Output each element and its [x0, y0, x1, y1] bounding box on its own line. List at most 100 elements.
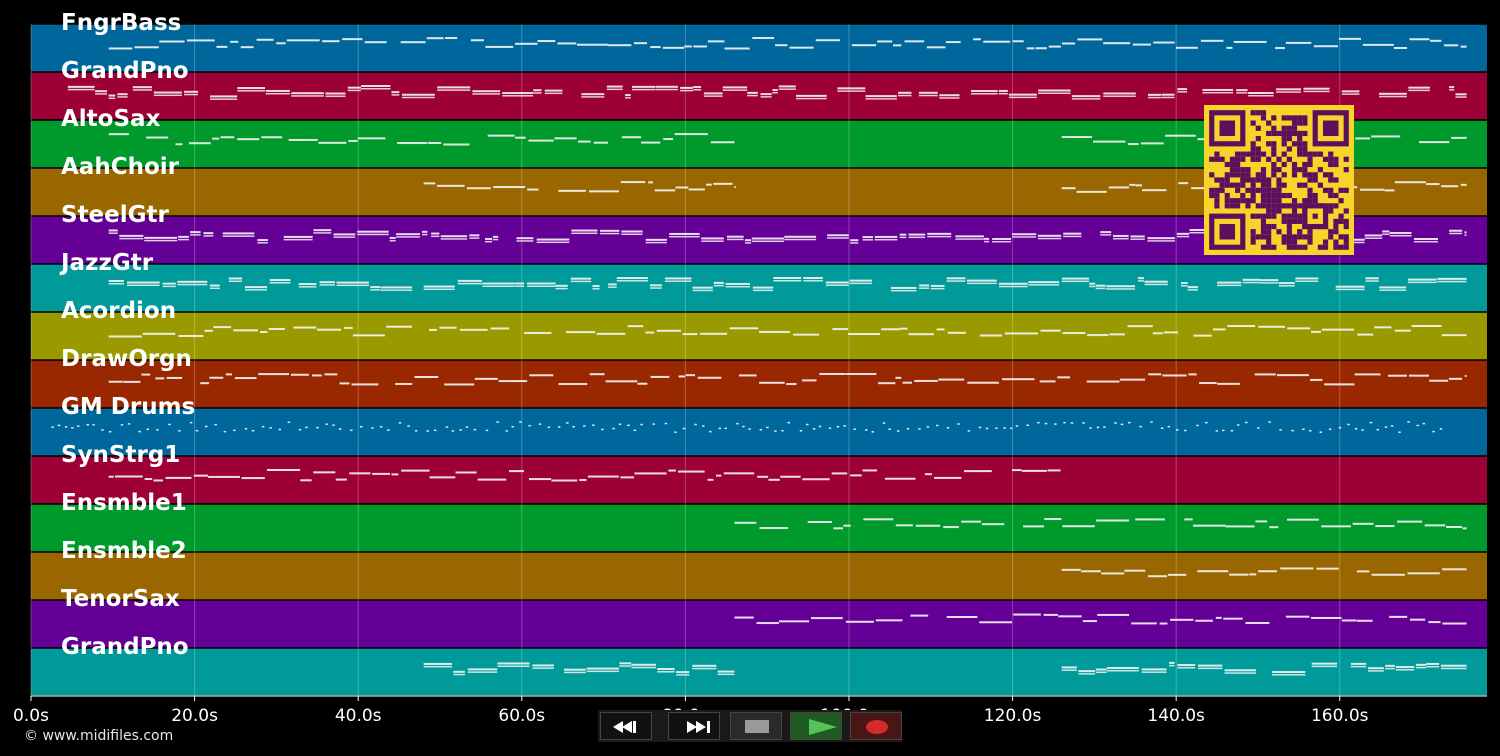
note-mark	[1249, 573, 1257, 576]
note-mark	[693, 45, 708, 48]
note-mark	[1047, 469, 1061, 472]
note-mark	[902, 381, 912, 384]
track-lane[interactable]	[31, 504, 1487, 552]
note-mark	[619, 665, 632, 667]
note-mark	[1021, 469, 1047, 472]
note-mark	[1106, 285, 1136, 288]
note-mark	[533, 89, 542, 92]
note-mark	[946, 615, 978, 618]
note-mark	[1442, 622, 1467, 625]
note-mark	[467, 671, 498, 673]
note-mark	[1341, 619, 1357, 622]
track-lane[interactable]	[31, 648, 1487, 696]
note-mark	[1408, 89, 1430, 92]
note-mark	[195, 429, 199, 432]
fast-forward-button[interactable]	[668, 712, 720, 740]
note-mark	[1276, 374, 1309, 377]
note-mark	[101, 429, 104, 431]
note-mark	[802, 478, 830, 481]
note-mark	[1048, 45, 1061, 48]
note-mark	[1003, 427, 1006, 429]
rewind-button[interactable]	[600, 712, 652, 740]
track-lane[interactable]	[31, 312, 1487, 360]
record-button[interactable]	[850, 712, 902, 740]
track-lane[interactable]	[31, 24, 1487, 72]
note-mark	[601, 428, 604, 431]
note-mark	[919, 284, 930, 287]
note-mark	[95, 90, 108, 93]
note-mark	[1245, 621, 1270, 624]
note-mark	[918, 94, 938, 97]
note-mark	[966, 282, 997, 285]
note-mark	[566, 422, 569, 424]
stop-button[interactable]	[730, 712, 782, 740]
note-mark	[836, 426, 840, 428]
note-mark	[153, 94, 182, 97]
note-mark	[426, 37, 444, 40]
note-mark	[1152, 332, 1163, 335]
note-mark	[586, 667, 619, 670]
note-mark	[1236, 92, 1248, 94]
note-mark	[1129, 183, 1136, 186]
note-mark	[1364, 234, 1383, 237]
note-mark	[837, 90, 866, 92]
note-mark	[592, 288, 600, 290]
note-mark	[1044, 422, 1048, 425]
note-mark	[947, 331, 966, 334]
note-mark	[319, 284, 336, 286]
note-mark	[95, 93, 108, 95]
note-mark	[625, 97, 631, 99]
note-mark	[688, 188, 705, 191]
note-mark	[257, 242, 268, 244]
track-lane[interactable]	[31, 552, 1487, 600]
qr-code[interactable]	[1204, 105, 1354, 255]
note-mark	[1272, 671, 1306, 674]
note-mark	[1287, 518, 1319, 521]
note-mark	[692, 289, 713, 292]
note-mark	[632, 85, 656, 88]
note-mark	[108, 475, 114, 478]
note-mark	[664, 280, 692, 282]
note-mark	[784, 235, 817, 238]
note-mark	[1113, 234, 1129, 237]
play-button[interactable]	[790, 712, 842, 740]
note-mark	[803, 280, 823, 282]
note-mark	[380, 286, 413, 289]
track-lane[interactable]	[31, 360, 1487, 408]
note-mark	[316, 426, 319, 429]
note-mark	[831, 472, 848, 475]
note-mark	[992, 240, 1012, 243]
note-mark	[1063, 421, 1066, 424]
note-mark	[1393, 47, 1408, 50]
note-mark	[1449, 232, 1463, 235]
note-mark	[1215, 430, 1219, 432]
note-mark	[877, 40, 893, 43]
note-mark	[1135, 518, 1165, 521]
track-label: FngrBass	[61, 10, 182, 36]
note-mark	[1071, 98, 1101, 100]
note-mark	[332, 424, 335, 426]
note-mark	[1153, 41, 1175, 44]
note-mark	[114, 475, 143, 478]
note-mark	[1371, 135, 1401, 138]
note-mark	[1023, 525, 1045, 528]
note-mark	[466, 187, 491, 190]
note-mark	[286, 39, 320, 42]
note-mark	[437, 86, 471, 89]
note-mark	[957, 423, 960, 425]
note-mark	[627, 325, 644, 328]
track-lane[interactable]	[31, 408, 1487, 456]
note-mark	[183, 90, 199, 93]
note-mark	[210, 95, 238, 98]
note-mark	[1120, 423, 1124, 426]
note-mark	[1254, 373, 1276, 376]
note-mark	[849, 282, 872, 285]
note-mark	[423, 665, 453, 668]
note-mark	[203, 232, 214, 235]
track-lane[interactable]	[31, 456, 1487, 504]
note-mark	[1319, 431, 1323, 433]
note-mark	[1147, 575, 1168, 578]
note-mark	[1455, 93, 1467, 96]
note-mark	[682, 427, 686, 430]
note-mark	[126, 281, 160, 284]
